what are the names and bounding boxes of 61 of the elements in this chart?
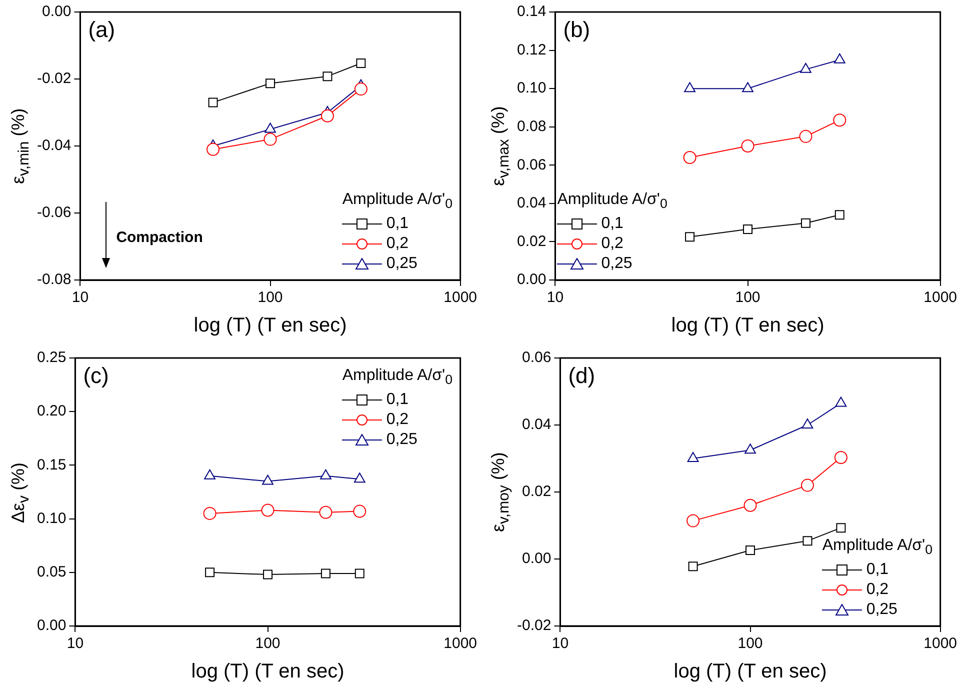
y-tick-label: 0.25	[36, 349, 66, 366]
annotation: (b)	[563, 17, 590, 42]
legend-label: 0,25	[386, 430, 418, 450]
legend-title: Amplitude A/σ'$_{0}$	[342, 190, 452, 214]
legend-title: Amplitude A/σ'$_{0}$	[342, 366, 452, 390]
x-tick-label: 10	[546, 289, 564, 306]
annotation: (c)	[83, 363, 109, 388]
x-tick-label: 10	[72, 289, 89, 306]
x-axis-title: log (T) (T en sec)	[191, 660, 344, 683]
y-tick-label: 0.08	[516, 118, 546, 135]
legend-label: 0,2	[601, 234, 624, 254]
legend-title: Amplitude A/σ'$_{0}$	[822, 536, 932, 560]
y-tick-label: 0.06	[522, 349, 552, 366]
legend-label: 0,1	[386, 390, 409, 410]
y-tick-label: -0.02	[36, 70, 72, 88]
legend-label: 0,2	[386, 410, 409, 430]
y-tick-label: -0.02	[516, 617, 552, 634]
x-tick-label: 100	[258, 289, 283, 306]
x-axis-title: log (T) (T en sec)	[674, 660, 827, 683]
legend-label: 0,1	[386, 214, 409, 234]
legend-label: 0,1	[601, 214, 624, 234]
legend-label: 0,25	[601, 254, 632, 274]
x-tick-label: 10	[66, 635, 84, 652]
y-tick-label: 0.10	[516, 80, 546, 97]
x-tick-label: 1000	[924, 289, 958, 306]
y-tick-label: 0.20	[36, 402, 66, 420]
x-tick-label: 10	[552, 635, 569, 652]
x-tick-label: 1000	[924, 635, 958, 652]
annotation: (d)	[568, 363, 596, 388]
x-tick-label: 1000	[444, 289, 478, 306]
legend-label: 0,25	[866, 600, 898, 620]
y-tick-label: 0.00	[516, 271, 546, 288]
y-tick-label: 0.00	[522, 550, 552, 568]
x-tick-label: 100	[738, 635, 763, 652]
x-axis-title: log (T) (T en sec)	[671, 314, 824, 337]
legend-label: 0,25	[386, 254, 418, 274]
y-tick-label: 0.06	[516, 156, 546, 174]
y-tick-label: 0.00	[42, 3, 72, 20]
legend-label: 0,1	[866, 560, 889, 580]
annotation: Compaction	[116, 229, 203, 246]
y-tick-label: -0.06	[36, 204, 72, 222]
legend-title: Amplitude A/σ'$_{0}$	[557, 190, 668, 214]
y-tick-label: 0.04	[522, 416, 552, 434]
x-tick-label: 1000	[444, 635, 478, 652]
legend-label: 0,2	[866, 580, 889, 600]
y-tick-label: 0.00	[36, 617, 66, 634]
legend-label: 0,2	[386, 234, 409, 254]
x-tick-label: 100	[255, 635, 280, 652]
y-tick-label: 0.14	[516, 3, 546, 20]
y-tick-label: 0.15	[36, 456, 66, 474]
y-tick-label: 0.05	[36, 564, 66, 581]
y-tick-label: 0.02	[522, 483, 552, 500]
y-tick-label: -0.08	[36, 271, 72, 288]
annotation: (a)	[88, 17, 116, 42]
x-tick-label: 100	[735, 289, 760, 306]
y-tick-label: 0.12	[516, 41, 546, 58]
y-tick-label: 0.04	[516, 194, 546, 212]
x-axis-title: log (T) (T en sec)	[194, 314, 347, 337]
y-tick-label: 0.10	[36, 510, 66, 527]
y-tick-label: -0.04	[36, 137, 72, 154]
y-tick-label: 0.02	[516, 232, 546, 250]
